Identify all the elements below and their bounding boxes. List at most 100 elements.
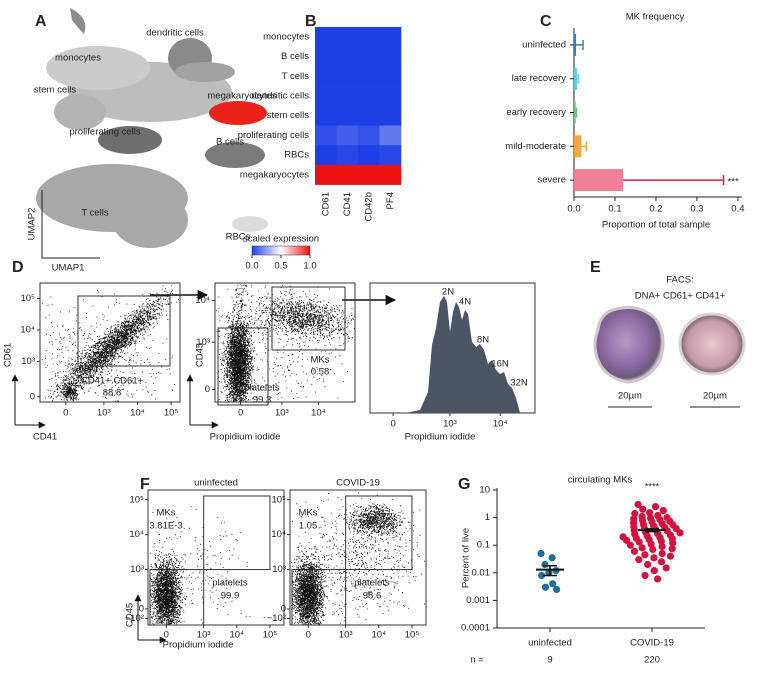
- data-point: [626, 541, 635, 549]
- data-point: [658, 549, 666, 558]
- y-tick-label: −10²: [125, 613, 144, 624]
- heatmap-cell: [315, 164, 337, 185]
- y-tick-label: 10³: [272, 564, 286, 575]
- heatmap-cell: [315, 27, 337, 47]
- cluster-label: megakaryocytes: [207, 91, 276, 102]
- row-label: T cells: [282, 71, 310, 82]
- y-tick-label: 10³: [130, 564, 144, 575]
- colorbar-tick-label: 0.0: [245, 261, 258, 272]
- y-tick-label: late recovery: [512, 73, 567, 84]
- sem-bar: [645, 528, 659, 533]
- data-point: [635, 538, 643, 546]
- x-tick-label: 10⁴: [130, 408, 145, 419]
- gate-value: 3.81E-3: [149, 521, 182, 532]
- x-tick-label: uninfected: [528, 638, 572, 649]
- heatmap-cell: [315, 125, 337, 146]
- cluster-label: dendritic cells: [146, 28, 204, 39]
- x-tick-label: 10⁴: [371, 630, 386, 641]
- gate: [203, 495, 271, 571]
- y-tick-label: uninfected: [522, 39, 566, 50]
- gate-value: 98.6: [363, 591, 382, 602]
- heatmap-cell: [379, 27, 402, 47]
- panel-subtitle: DNA+ CD61+ CD41+: [635, 291, 726, 302]
- y-tick-label: mild-moderate: [505, 141, 566, 152]
- heatmap-cell: [379, 145, 402, 166]
- data-point: [634, 500, 642, 509]
- heatmap-cell: [358, 145, 380, 166]
- bar: [574, 135, 582, 158]
- panel-letter: C: [540, 13, 552, 30]
- heatmap-cell: [379, 86, 402, 107]
- x-tick-label: 0.0: [567, 204, 580, 215]
- y-tick-label: 10: [479, 485, 490, 496]
- bar: [574, 101, 576, 124]
- heatmap-cell: [336, 105, 359, 126]
- y-tick-label: 1: [485, 512, 490, 523]
- gate-value: 1.05: [299, 521, 318, 532]
- peak-label: 4N: [459, 297, 471, 308]
- gate-label: MKs: [311, 355, 330, 366]
- x-tick-label: 10³: [197, 630, 211, 641]
- heatmap-cell: [379, 164, 402, 185]
- heatmap-cell: [315, 46, 337, 67]
- colorbar: [251, 245, 311, 256]
- x-tick-label: COVID-19: [630, 638, 674, 649]
- x-axis-label: Propidium iodide: [163, 640, 234, 651]
- panel-letter: D: [12, 259, 24, 276]
- x-tick-label: 0.3: [690, 204, 703, 215]
- y-tick-label: 10⁴: [20, 324, 35, 335]
- data-point: [635, 556, 643, 564]
- x-tick-label: 10³: [275, 408, 289, 419]
- heatmap-cell: [358, 125, 380, 146]
- data-point: [651, 503, 660, 511]
- x-axis-label: UMAP1: [52, 263, 85, 274]
- cell-images: [593, 306, 746, 408]
- heatmap-cell: [358, 66, 380, 87]
- x-tick-label: 10⁴: [229, 630, 244, 641]
- umap: [36, 8, 268, 248]
- x-tick-label: 0: [238, 408, 243, 419]
- plot-frame: [289, 489, 427, 626]
- data-point: [650, 567, 658, 575]
- row-label: RBCs: [284, 150, 309, 161]
- cluster-label: stem cells: [34, 85, 76, 96]
- gate: [271, 286, 346, 351]
- x-axis-label: Propidium iodide: [210, 432, 281, 443]
- x-axis-label: Propidium iodide: [405, 432, 476, 443]
- heatmap-cell: [379, 105, 402, 126]
- data-point: [541, 560, 549, 569]
- panel-letter: A: [35, 13, 47, 30]
- peak-label: 16N: [491, 359, 509, 370]
- gate-label: MKs: [299, 508, 318, 519]
- data-point: [644, 560, 652, 569]
- column-label: PF4: [385, 192, 396, 209]
- gate-label: CD41+ CD61+: [81, 376, 144, 387]
- peak-label: 8N: [477, 335, 489, 346]
- error-bar: [623, 175, 725, 186]
- plot-title: uninfected: [194, 478, 238, 489]
- heatmap-cell: [358, 105, 380, 126]
- heatmap-cell: [336, 125, 359, 146]
- umap-axes: [41, 190, 100, 259]
- x-axis-label: CD41: [33, 432, 57, 443]
- column-label: CD61: [320, 192, 331, 216]
- data-point: [659, 506, 667, 515]
- gate: [217, 327, 269, 406]
- n-value: 220: [644, 655, 660, 666]
- data-point: [657, 537, 665, 545]
- x-tick-label: 0.1: [608, 204, 621, 215]
- significance: ****: [645, 482, 660, 493]
- x-tick-label: 0.2: [649, 204, 662, 215]
- y-tick-label: early recovery: [506, 107, 566, 118]
- y-tick-label: 0.01: [472, 567, 491, 578]
- peak-label: 2N: [442, 287, 454, 298]
- event-density: [245, 287, 355, 346]
- heatmap-cell: [336, 145, 359, 166]
- data-point: [630, 547, 639, 555]
- colorbar-title: scaled expression: [243, 234, 319, 245]
- chart-title: circulating MKs: [568, 475, 633, 486]
- y-tick-label: 0.0001: [461, 623, 490, 634]
- gate: [77, 295, 171, 367]
- gate-label: platelets: [244, 383, 280, 394]
- event-density: [219, 296, 256, 402]
